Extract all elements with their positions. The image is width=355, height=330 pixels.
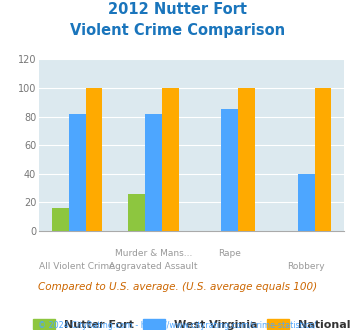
Bar: [129, 194, 145, 231]
Bar: [52, 208, 69, 231]
Bar: [222, 110, 238, 231]
Text: Aggravated Assault: Aggravated Assault: [109, 262, 198, 271]
Bar: [298, 174, 315, 231]
Legend: Nutter Fort, West Virginia, National: Nutter Fort, West Virginia, National: [33, 319, 350, 330]
Text: Compared to U.S. average. (U.S. average equals 100): Compared to U.S. average. (U.S. average …: [38, 282, 317, 292]
Bar: [315, 88, 331, 231]
Text: 2012 Nutter Fort: 2012 Nutter Fort: [108, 2, 247, 16]
Bar: [69, 114, 86, 231]
Text: Murder & Mans...: Murder & Mans...: [115, 249, 192, 258]
Text: Robbery: Robbery: [288, 262, 325, 271]
Text: Violent Crime Comparison: Violent Crime Comparison: [70, 23, 285, 38]
Text: All Violent Crime: All Violent Crime: [39, 262, 115, 271]
Bar: [238, 88, 255, 231]
Text: © 2024 CityRating.com - https://www.cityrating.com/crime-statistics/: © 2024 CityRating.com - https://www.city…: [38, 321, 317, 330]
Bar: [145, 114, 162, 231]
Bar: [86, 88, 102, 231]
Text: Rape: Rape: [218, 249, 241, 258]
Bar: [162, 88, 179, 231]
